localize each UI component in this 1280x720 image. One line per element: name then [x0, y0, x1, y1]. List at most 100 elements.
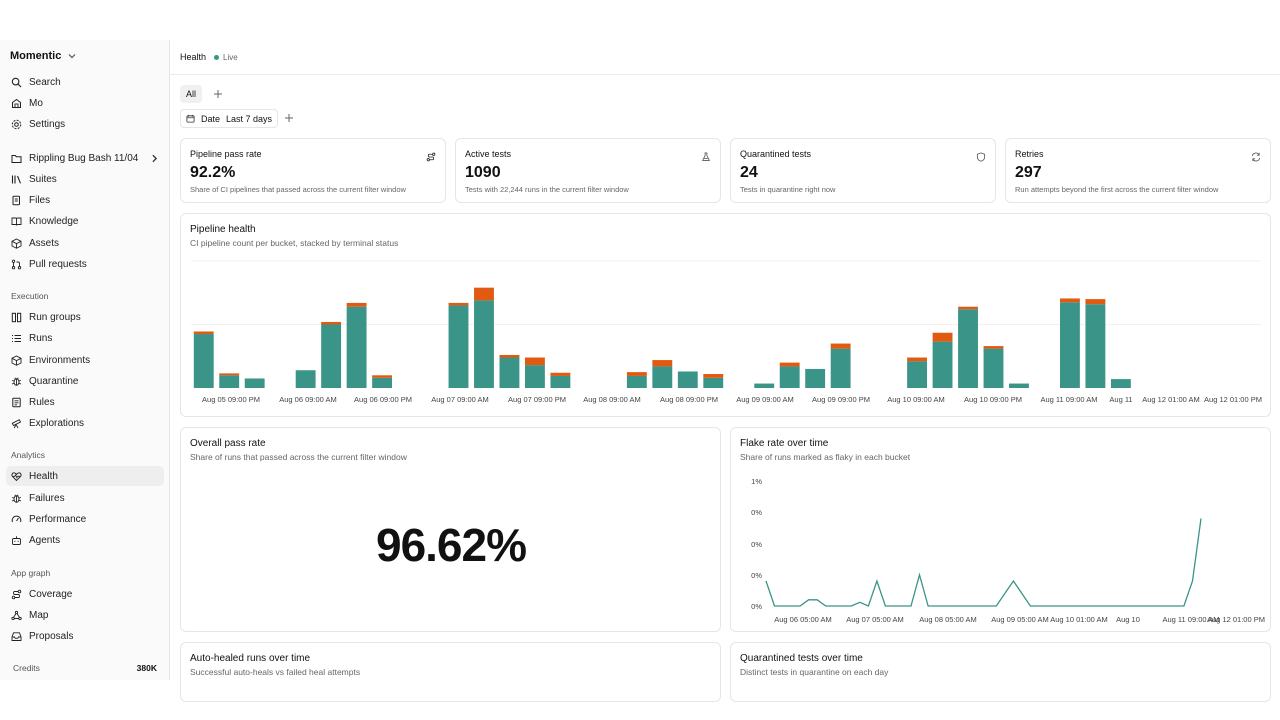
sidebar-item-rippling-bug-bash-11-04[interactable]: Rippling Bug Bash 11/04 [6, 148, 164, 168]
tab-all[interactable]: All [180, 85, 203, 103]
sidebar-item-label: Run groups [29, 311, 81, 323]
sidebar-item-run-groups[interactable]: Run groups [6, 307, 164, 327]
overall-pass-rate-card: Overall pass rate Share of runs that pas… [180, 427, 721, 632]
bar-failed[interactable] [958, 306, 978, 310]
sidebar-item-search[interactable]: Search [6, 72, 164, 92]
bar-failed[interactable] [372, 375, 393, 378]
bar-failed[interactable] [346, 302, 367, 307]
bar-passed[interactable] [932, 341, 953, 388]
credits-value: 380K [136, 663, 157, 673]
add-tab-button[interactable] [210, 86, 226, 102]
stat-card-retries: Retries 297 Run attempts beyond the first … [1005, 138, 1271, 203]
telescope-icon [11, 418, 22, 428]
sidebar-item-coverage[interactable]: Coverage [6, 584, 164, 604]
bar-failed[interactable] [550, 372, 571, 376]
bar-passed[interactable] [677, 371, 698, 388]
bar-passed[interactable] [321, 324, 342, 389]
sidebar-item-map[interactable]: Map [6, 605, 164, 625]
x-tick-label: Aug 05 09:00 PM [202, 395, 260, 404]
sidebar-item-label: Performance [29, 513, 87, 525]
stat-description: Tests in quarantine right now [740, 185, 836, 194]
section-label-app-graph: App graph [11, 568, 51, 578]
sidebar-item-knowledge[interactable]: Knowledge [6, 211, 164, 231]
bar-passed[interactable] [805, 368, 826, 388]
sidebar-item-proposals[interactable]: Proposals [6, 626, 164, 646]
x-tick-label: Aug 10 09:00 PM [964, 395, 1022, 404]
bug-icon [11, 377, 22, 386]
bar-passed[interactable] [958, 309, 978, 388]
bar-failed[interactable] [932, 332, 953, 342]
x-tick-label: Aug 10 01:00 AM [1050, 615, 1108, 624]
filter-field: Date [201, 113, 221, 124]
sidebar-item-agents[interactable]: Agents [6, 530, 164, 550]
bar-passed[interactable] [346, 306, 367, 388]
add-filter-button[interactable] [281, 110, 297, 126]
main-content: Health Live All Date Last 7 days Pipelin… [170, 40, 1280, 702]
stat-value: 297 [1015, 164, 1042, 181]
bar-failed[interactable] [321, 321, 342, 325]
bar-failed[interactable] [219, 373, 240, 376]
bar-failed[interactable] [474, 287, 494, 301]
overall-pass-rate-value: 96.62% [375, 519, 527, 571]
bar-passed[interactable] [754, 383, 775, 388]
flake-rate-line[interactable] [765, 518, 1202, 607]
bar-failed[interactable] [1085, 299, 1106, 305]
bar-passed[interactable] [1059, 302, 1080, 388]
bar-failed[interactable] [703, 374, 724, 378]
sidebar-item-runs[interactable]: Runs [6, 328, 164, 348]
bar-failed[interactable] [652, 360, 673, 367]
sidebar-item-label: Pull requests [29, 258, 87, 270]
bar-passed[interactable] [550, 375, 571, 388]
bar-passed[interactable] [983, 348, 1004, 388]
bar-passed[interactable] [372, 377, 393, 388]
sidebar-item-settings[interactable]: Settings [6, 114, 164, 134]
bar-failed[interactable] [779, 362, 800, 367]
bar-passed[interactable] [448, 305, 469, 388]
bar-passed[interactable] [626, 375, 647, 388]
bar-passed[interactable] [652, 366, 673, 388]
sidebar-item-failures[interactable]: Failures [6, 488, 164, 508]
sidebar-item-assets[interactable]: Assets [6, 233, 164, 253]
sidebar-item-explorations[interactable]: Explorations [6, 413, 164, 433]
bar-failed[interactable] [907, 357, 928, 362]
bar-failed[interactable] [499, 354, 520, 358]
sidebar-item-health[interactable]: Health [6, 466, 164, 486]
bar-passed[interactable] [295, 370, 316, 388]
bar-failed[interactable] [193, 331, 214, 335]
bar-passed[interactable] [524, 365, 545, 388]
bar-failed[interactable] [626, 372, 647, 376]
search-icon [11, 77, 22, 87]
sidebar-item-environments[interactable]: Environments [6, 350, 164, 370]
bar-failed[interactable] [983, 346, 1004, 349]
bar-failed[interactable] [448, 302, 469, 306]
bar-passed[interactable] [193, 334, 214, 388]
bar-passed[interactable] [499, 357, 520, 388]
bar-failed[interactable] [524, 357, 545, 366]
workspace-switcher[interactable]: Momentic [10, 50, 77, 62]
bar-passed[interactable] [1085, 304, 1106, 388]
x-tick-label: Aug 10 [1116, 615, 1140, 624]
sidebar-item-pull-requests[interactable]: Pull requests [6, 254, 164, 274]
bar-failed[interactable] [1059, 298, 1080, 303]
sidebar-item-mo[interactable]: Mo [6, 93, 164, 113]
bar-passed[interactable] [703, 377, 724, 388]
bar-passed[interactable] [219, 375, 240, 388]
y-tick-label: 0% [751, 602, 762, 611]
bar-passed[interactable] [474, 300, 494, 388]
bar-passed[interactable] [830, 348, 851, 388]
sidebar-item-performance[interactable]: Performance [6, 509, 164, 529]
bar-passed[interactable] [1110, 379, 1131, 388]
sidebar-item-rules[interactable]: Rules [6, 392, 164, 412]
bar-passed[interactable] [907, 361, 928, 388]
gear-icon [11, 119, 22, 129]
bar-passed[interactable] [1009, 383, 1029, 388]
sidebar-item-suites[interactable]: Suites [6, 169, 164, 189]
sidebar-item-label: Quarantine [29, 375, 79, 387]
columns-icon [11, 312, 22, 322]
bar-passed[interactable] [779, 366, 800, 388]
bar-passed[interactable] [244, 378, 265, 388]
bar-failed[interactable] [830, 343, 851, 349]
sidebar-item-quarantine[interactable]: Quarantine [6, 371, 164, 391]
date-filter[interactable]: Date Last 7 days [180, 109, 279, 128]
sidebar-item-files[interactable]: Files [6, 190, 164, 210]
